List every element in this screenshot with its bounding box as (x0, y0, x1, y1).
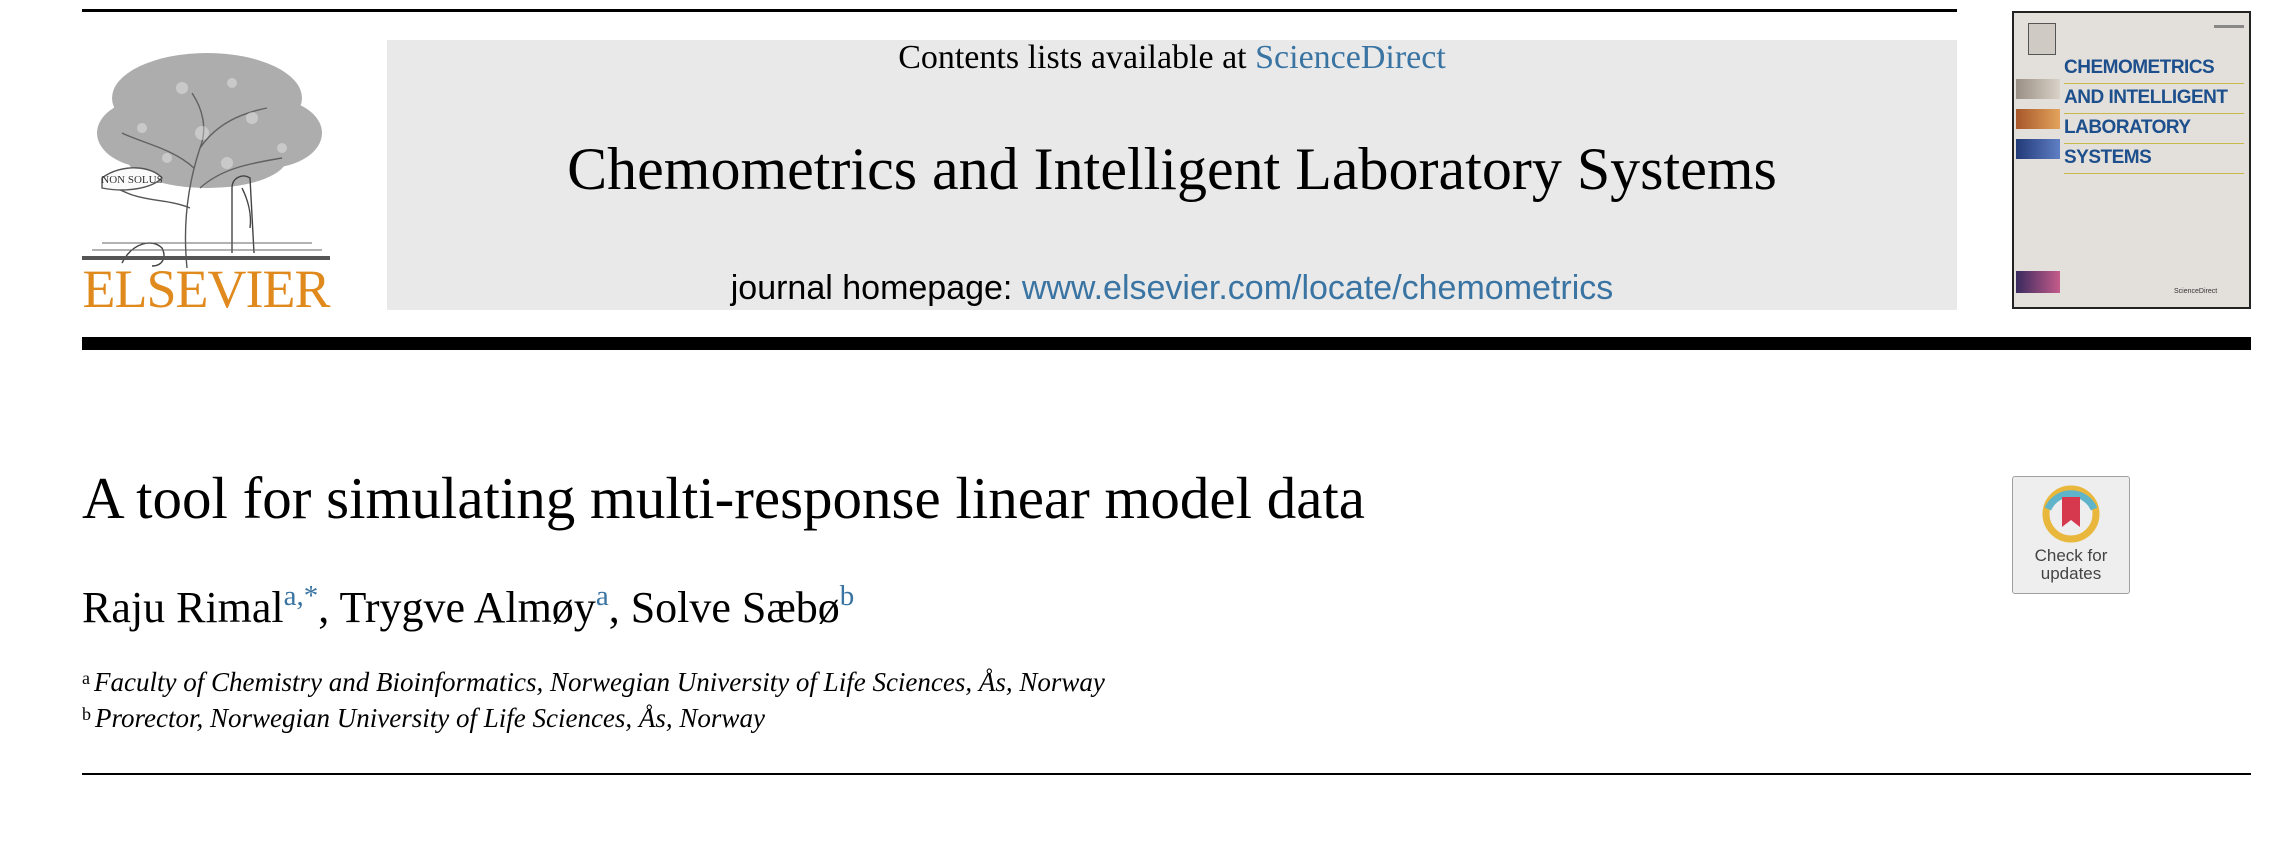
journal-title: Chemometrics and Intelligent Laboratory … (567, 136, 1777, 202)
author-name[interactable]: Raju Rimal (82, 583, 284, 632)
section-rule (82, 773, 2251, 775)
cover-title-line: LABORATORY (2064, 117, 2191, 138)
author-affiliation-marker[interactable]: a (595, 580, 609, 612)
journal-banner (387, 40, 1957, 310)
cover-rule (2064, 143, 2244, 144)
affiliation-a: a Faculty of Chemistry and Bioinformatics… (82, 665, 1105, 699)
cover-issn-mark (2214, 25, 2244, 28)
cover-title-line: CHEMOMETRICS (2064, 57, 2215, 78)
journal-homepage-link[interactable]: www.elsevier.com/locate/chemometrics (1021, 269, 1614, 307)
cover-footer: ScienceDirect (2174, 288, 2218, 295)
affiliation-label: a (82, 668, 90, 688)
top-rule (82, 9, 1957, 12)
cover-title-line: SYSTEMS (2064, 147, 2152, 168)
check-label-line: Check for (2034, 546, 2108, 565)
elsevier-tree-logo: NON SOLUS (82, 53, 330, 269)
check-label-line: updates (2040, 564, 2102, 583)
author-list: Raju Rimala,*, Trygve Almøya, Solve Sæbø… (82, 580, 855, 632)
cover-elsevier-logo-icon (2028, 23, 2056, 55)
author-name[interactable]: Trygve Almøy (339, 583, 596, 632)
crossmark-icon (2042, 485, 2100, 543)
check-for-updates-button[interactable]: Check for updates (2012, 476, 2130, 594)
author-name[interactable]: Solve Sæbø (630, 583, 840, 632)
cover-image-strip-icon (2016, 79, 2060, 99)
contents-prefix: Contents lists available at (898, 39, 1256, 76)
cover-title-line: AND INTELLIGENT (2064, 87, 2228, 108)
header-thick-rule (82, 337, 2251, 350)
homepage-prefix: journal homepage: (730, 269, 1022, 307)
cover-image-strip-icon (2016, 139, 2060, 159)
logo-motto: NON SOLUS (101, 174, 162, 186)
elsevier-wordmark: ELSEVIER (82, 259, 331, 319)
article-title: A tool for simulating multi-response lin… (82, 465, 1365, 531)
cover-rule (2064, 173, 2244, 174)
author-affiliation-marker[interactable]: a,* (283, 580, 319, 612)
cover-rule (2064, 113, 2244, 114)
homepage-line: journal homepage: www.elsevier.com/locat… (387, 268, 1957, 308)
cover-image-strip-icon (2016, 109, 2060, 129)
journal-cover-thumbnail[interactable]: CHEMOMETRICS AND INTELLIGENT LABORATORY … (2012, 11, 2251, 309)
affiliation-label: b (82, 704, 91, 724)
check-for-updates-label: Check for updates (2013, 547, 2129, 583)
affiliation-text: Faculty of Chemistry and Bioinformatics,… (94, 667, 1105, 697)
contents-line: Contents lists available at ScienceDirec… (387, 38, 1957, 78)
cover-rule (2064, 83, 2244, 84)
affiliation-b: b Prorector, Norwegian University of Life… (82, 701, 765, 735)
affiliation-text: Prorector, Norwegian University of Life … (95, 703, 765, 733)
author-affiliation-marker[interactable]: b (839, 580, 855, 612)
cover-image-strip-icon (2016, 271, 2060, 293)
cover-title: CHEMOMETRICS AND INTELLIGENT LABORATORY … (2064, 53, 2249, 173)
sciencedirect-link[interactable]: ScienceDirect (1255, 39, 1446, 76)
